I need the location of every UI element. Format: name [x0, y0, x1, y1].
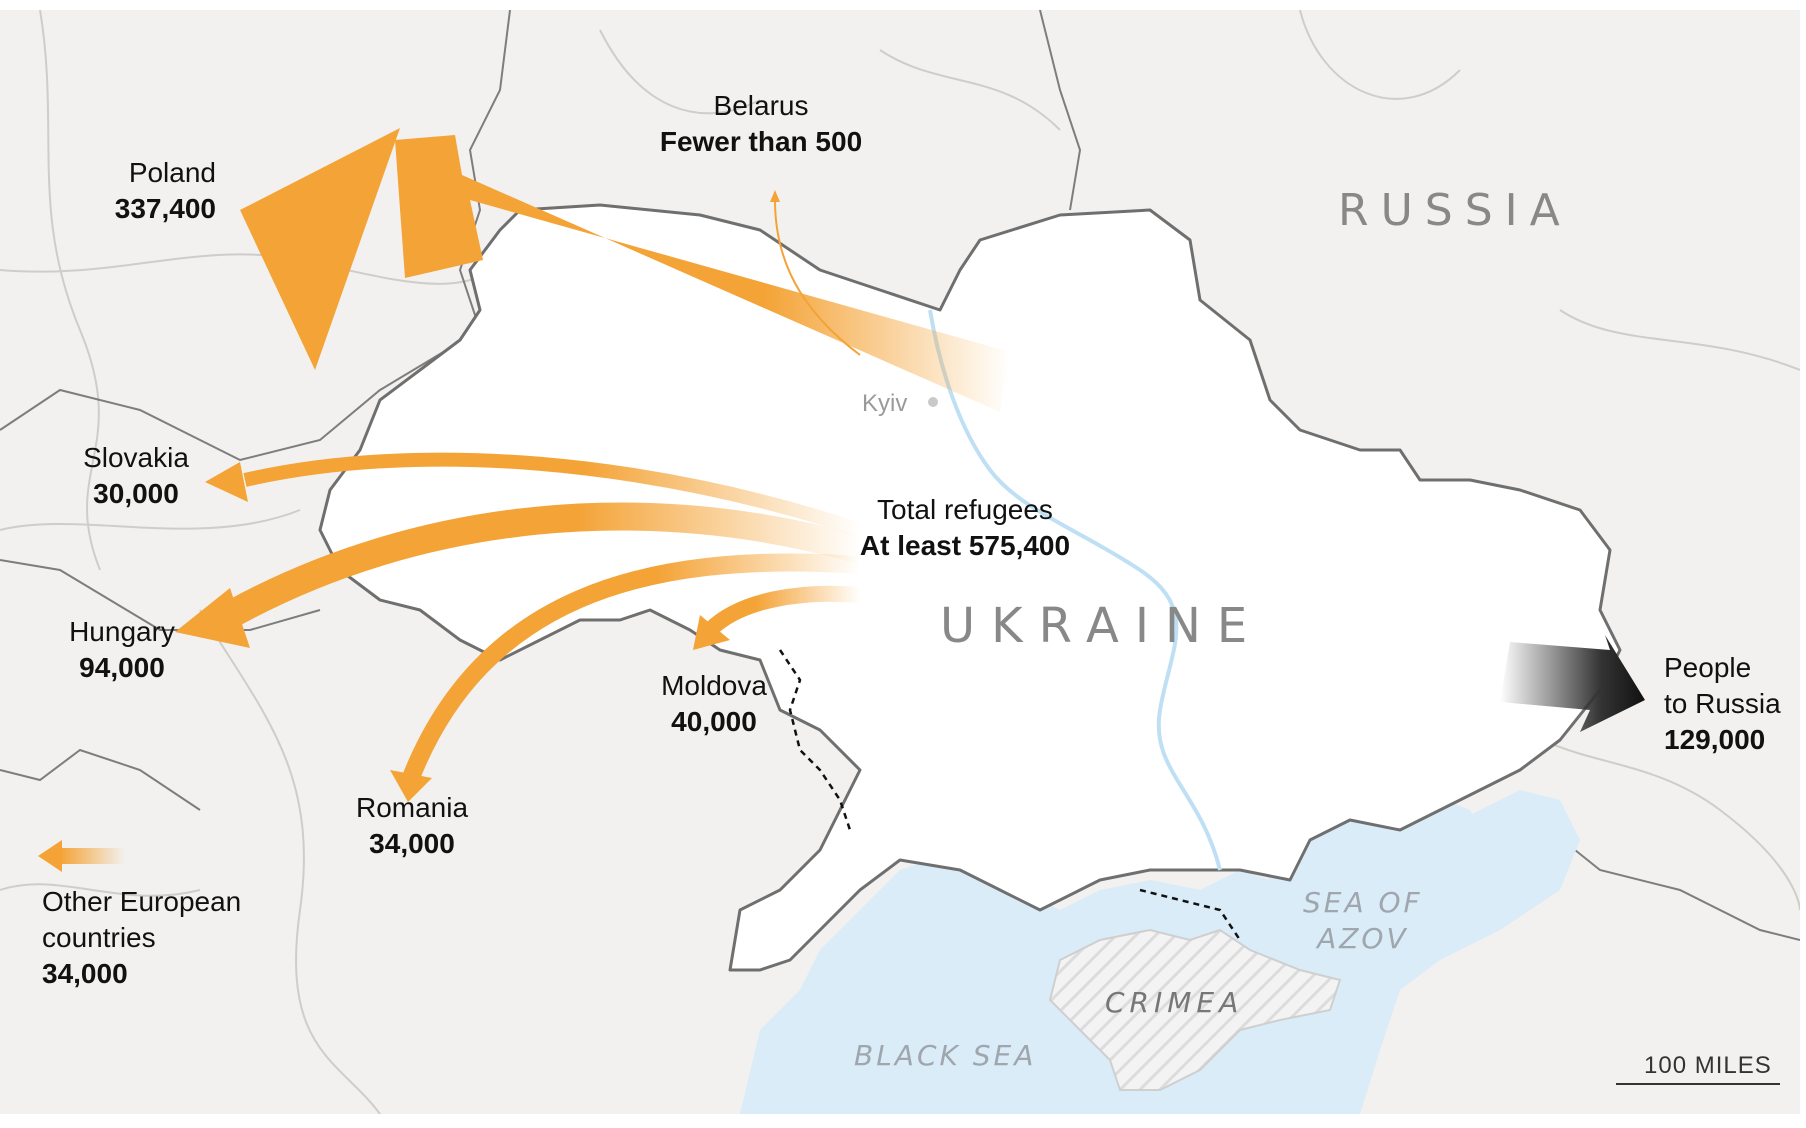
background-roads — [0, 10, 1800, 1114]
sea-of-azov-line2: AZOV — [1317, 922, 1409, 955]
hungary-value: 94,000 — [79, 652, 165, 683]
russia-flow-value: 129,000 — [1664, 724, 1766, 755]
region-label-ukraine: UKRAINE — [940, 598, 1264, 654]
arrow-head-moldova — [693, 615, 730, 650]
scale-bar-label: 100 MILES — [1644, 1052, 1772, 1079]
poland-name: Poland — [128, 157, 216, 188]
label-belarus: Belarus Fewer than 500 — [650, 88, 872, 160]
region-label-black-sea: BLACK SEA — [854, 1039, 1037, 1072]
flow-arrow-poland — [395, 135, 1010, 412]
belarus-name: Belarus — [713, 90, 809, 121]
city-label-kyiv: Kyiv — [862, 390, 908, 417]
slovakia-name: Slovakia — [83, 442, 189, 473]
arrow-head-poland — [240, 128, 400, 370]
slovakia-value: 30,000 — [93, 478, 179, 509]
map-canvas — [0, 10, 1800, 1114]
flow-arrow-hungary — [223, 502, 864, 628]
label-poland: Poland 337,400 — [104, 155, 216, 227]
flow-arrow-moldova — [704, 585, 861, 636]
other-value: 34,000 — [42, 958, 128, 989]
arrow-head-romania — [390, 770, 432, 802]
region-label-sea-of-azov: SEA OF AZOV — [1303, 885, 1423, 957]
crimea-dashed-border — [1139, 888, 1242, 941]
moldova-value: 40,000 — [671, 706, 757, 737]
label-russia-flow: People to Russia 129,000 — [1664, 650, 1781, 758]
flow-arrow-russia — [1500, 635, 1645, 732]
arrow-head-hungary — [175, 588, 250, 648]
flow-arrow-other — [60, 848, 125, 864]
russia-flow-line1: People — [1664, 652, 1752, 683]
flow-arrow-belarus — [774, 199, 861, 356]
label-slovakia: Slovakia 30,000 — [66, 440, 206, 512]
sea-of-azov — [1260, 790, 1490, 910]
arrow-head-other — [38, 840, 62, 872]
arrow-head-slovakia — [205, 462, 248, 502]
kyiv-dot — [928, 397, 938, 407]
romania-value: 34,000 — [369, 828, 455, 859]
neighbor-borders — [0, 10, 1800, 941]
hungary-name: Hungary — [69, 616, 175, 647]
poland-value: 337,400 — [114, 193, 216, 224]
total-label: Total refugees — [877, 494, 1053, 525]
arrow-head-belarus — [770, 190, 780, 202]
label-moldova: Moldova 40,000 — [652, 668, 776, 740]
moldova-name: Moldova — [661, 670, 767, 701]
dnipro-river — [928, 309, 1222, 871]
refugee-flow-arrows — [240, 128, 1010, 412]
russia-flow-line2: to Russia — [1664, 688, 1781, 719]
transnistria-dashed-border — [778, 649, 852, 831]
belarus-value: Fewer than 500 — [659, 126, 863, 157]
total-value: At least 575,400 — [859, 530, 1071, 561]
label-total-refugees: Total refugees At least 575,400 — [852, 492, 1078, 564]
region-label-russia: RUSSIA — [1338, 185, 1572, 236]
region-label-crimea: CRIMEA — [1105, 986, 1244, 1019]
arrow-heads — [38, 462, 730, 872]
romania-name: Romania — [355, 792, 469, 823]
flow-arrow-slovakia — [243, 452, 863, 537]
other-name-line2: countries — [42, 922, 156, 953]
flow-arrow-romania — [401, 553, 861, 784]
other-name-line1: Other European — [42, 886, 242, 917]
label-other-european: Other European countries 34,000 — [42, 884, 241, 992]
curved-flows — [223, 452, 864, 784]
crimea-shape — [1048, 928, 1342, 1091]
ukraine-shape — [318, 203, 1622, 972]
label-romania: Romania 34,000 — [352, 790, 472, 862]
label-hungary: Hungary 94,000 — [52, 614, 192, 686]
sea-of-azov-line1: SEA OF — [1303, 886, 1423, 919]
